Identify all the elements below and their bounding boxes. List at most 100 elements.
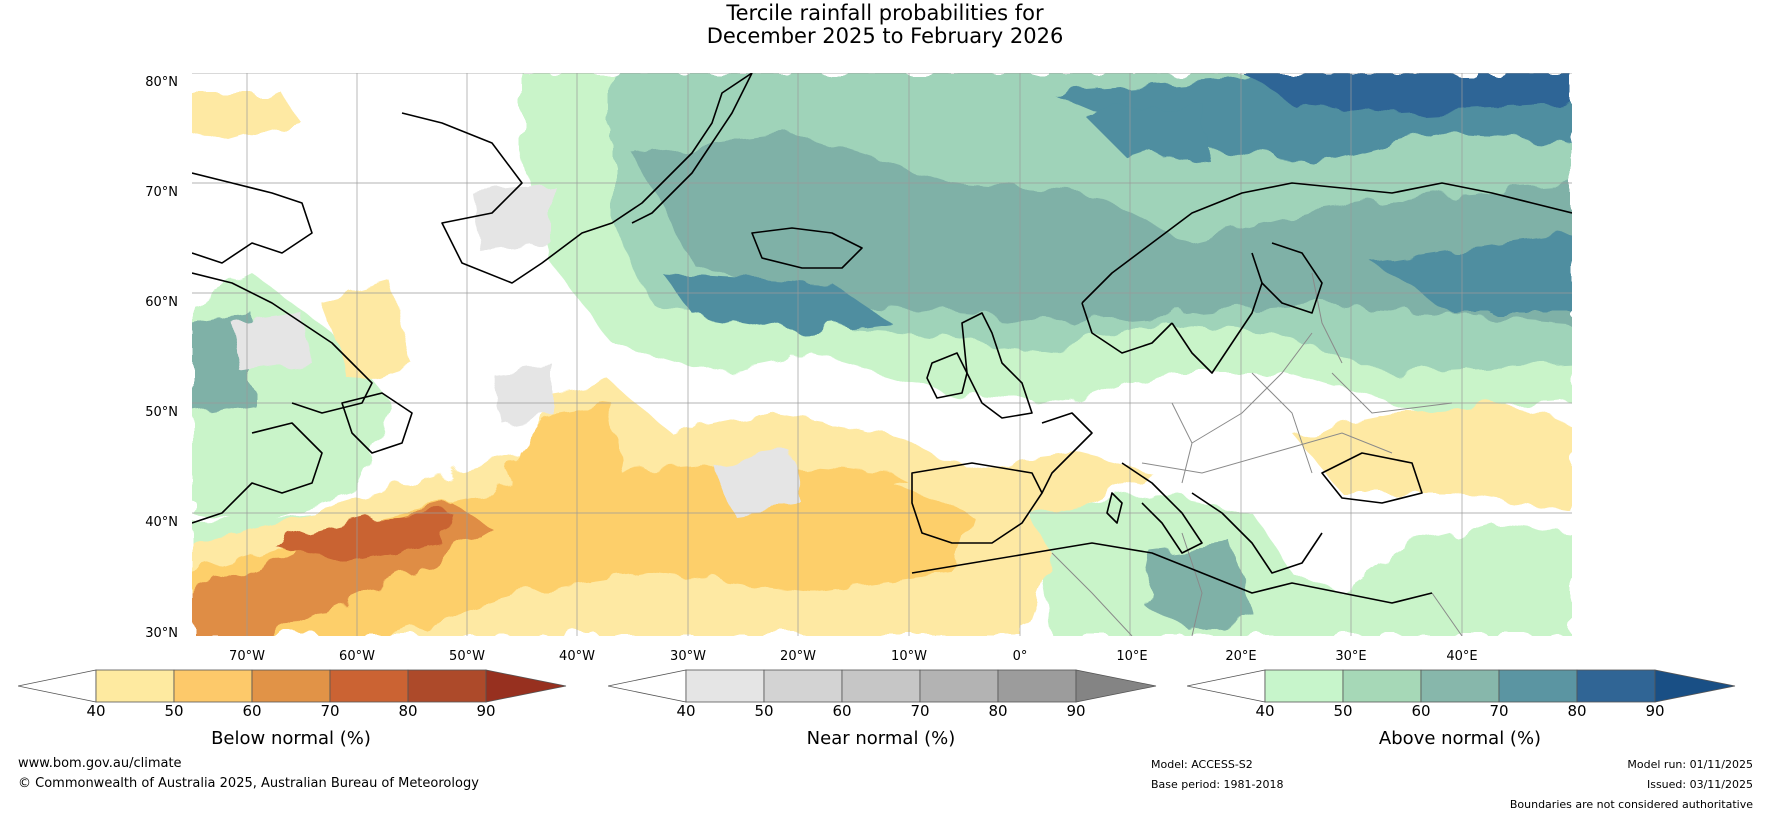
coastline-finland <box>1261 242 1323 314</box>
coastline-norway <box>1081 182 1572 304</box>
longitude-label-50w: 50°W <box>449 649 485 664</box>
near-tick-80: 80 <box>988 702 1008 720</box>
longitude-label-10w: 10°W <box>891 649 927 664</box>
coastline-norway-south <box>1081 302 1173 354</box>
map-canvas <box>192 73 1572 636</box>
website-link[interactable]: www.bom.gov.au/climate <box>18 756 182 771</box>
colorbar-below-normal <box>18 669 567 703</box>
gridlines <box>192 73 1572 636</box>
colorbar-above-normal-bin-80-90 <box>1576 669 1656 703</box>
longitude-label-30e: 30°E <box>1335 649 1367 664</box>
longitude-label-10e: 10°E <box>1116 649 1148 664</box>
colorbar-above-normal-bin-70-80 <box>1498 669 1578 703</box>
border-line <box>1181 532 1203 636</box>
below-normal-label: Below normal (%) <box>211 728 371 749</box>
border-line <box>1311 272 1343 364</box>
coastline-greenland-east <box>631 73 753 224</box>
above-normal-dark-spot <box>1082 103 1212 163</box>
border-line <box>1171 402 1193 484</box>
border-line <box>1251 372 1313 474</box>
near-normal-patch-3 <box>712 453 802 513</box>
coastline-labrador <box>192 272 373 414</box>
below-normal-iberia-region <box>892 453 1152 523</box>
coastlines <box>192 73 1572 604</box>
coastline-ireland <box>926 352 968 399</box>
base-period-text: Base period: 1981-2018 <box>1151 778 1284 791</box>
border-line <box>1331 372 1453 414</box>
colorbar-below-normal-bin-70-80 <box>329 669 409 703</box>
colorbar-near-normal-bin-50-60 <box>763 669 843 703</box>
longitude-label-0: 0° <box>1012 649 1028 664</box>
title-line-2: December 2025 to February 2026 <box>706 24 1064 48</box>
latitude-label-50n: 50°N <box>145 405 178 420</box>
rainfall-probability-map <box>192 73 1572 636</box>
colorbar-above-normal-low-extension <box>1187 669 1266 703</box>
longitude-label-40w: 40°W <box>559 649 595 664</box>
colorbar-near-normal <box>608 669 1157 703</box>
copyright-text: © Commonwealth of Australia 2025, Austra… <box>18 776 479 791</box>
near-normal-patch <box>472 183 552 253</box>
colorbar-above-normal-bin-60-70 <box>1420 669 1500 703</box>
colorbar-near-normal-bin-60-70 <box>841 669 921 703</box>
above-tick-80: 80 <box>1567 702 1587 720</box>
coastline-greenland <box>401 73 753 284</box>
below-tick-60: 60 <box>242 702 262 720</box>
coastline-sardinia <box>1106 492 1123 524</box>
longitude-label-70w: 70°W <box>229 649 265 664</box>
longitude-label-40e: 40°E <box>1446 649 1478 664</box>
colorbar-near-normal-bin-70-80 <box>919 669 999 703</box>
colorbar-near-normal-high-extension <box>1075 669 1157 703</box>
below-tick-90: 90 <box>476 702 496 720</box>
latitude-label-60n: 60°N <box>145 295 178 310</box>
above-normal-teal-region <box>632 133 1572 323</box>
below-normal-east-region <box>1292 403 1572 513</box>
border-line <box>1051 552 1133 636</box>
coastline-newfoundland <box>341 392 413 454</box>
above-tick-60: 60 <box>1411 702 1431 720</box>
latitude-label-30n: 30°N <box>145 626 178 641</box>
colorbar-below-normal-high-extension <box>485 669 567 703</box>
near-normal-patch-4 <box>232 313 312 373</box>
colorbar-above-normal-bin-40-50 <box>1264 669 1344 703</box>
latitude-label-70n: 70°N <box>145 185 178 200</box>
below-tick-70: 70 <box>320 702 340 720</box>
coastline-baffin <box>192 172 313 264</box>
coastline-iceland <box>751 227 863 269</box>
above-normal-dark-spot-2 <box>662 273 892 333</box>
above-normal-navy-region <box>1242 73 1572 113</box>
near-tick-90: 90 <box>1066 702 1086 720</box>
below-tick-50: 50 <box>164 702 184 720</box>
colorbar-near-normal-low-extension <box>608 669 687 703</box>
near-normal-label: Near normal (%) <box>806 728 956 749</box>
colorbar-below-normal-bin-40-50 <box>95 669 175 703</box>
border-line <box>1431 592 1463 636</box>
latitude-label-40n: 40°N <box>145 515 178 530</box>
coastline-great-britain <box>961 312 1033 419</box>
country-borders <box>1051 272 1463 636</box>
colorbar-above-normal-high-extension <box>1654 669 1736 703</box>
coastline-italy <box>1121 462 1203 554</box>
above-normal-med-region <box>1032 493 1572 636</box>
coastline-balkans <box>1191 492 1323 574</box>
above-tick-70: 70 <box>1489 702 1509 720</box>
above-tick-40: 40 <box>1255 702 1275 720</box>
near-tick-60: 60 <box>832 702 852 720</box>
border-line <box>1191 332 1313 444</box>
near-tick-50: 50 <box>754 702 774 720</box>
above-tick-90: 90 <box>1645 702 1665 720</box>
above-normal-label: Above normal (%) <box>1378 728 1542 749</box>
near-tick-70: 70 <box>910 702 930 720</box>
coastline-france <box>1041 412 1093 494</box>
probability-field <box>192 73 1572 636</box>
colorbar-near-normal-bin-80-90 <box>997 669 1077 703</box>
colorbar-below-normal-bin-80-90 <box>407 669 487 703</box>
below-normal-labrador-patch <box>322 283 412 383</box>
colorbar-below-normal-bin-60-70 <box>251 669 331 703</box>
below-tick-40: 40 <box>86 702 106 720</box>
issued-text: Issued: 03/11/2025 <box>1646 778 1753 791</box>
colorbar-above-normal-bin-50-60 <box>1342 669 1422 703</box>
disclaimer-text: Boundaries are not considered authoritat… <box>1509 798 1753 811</box>
below-tick-80: 80 <box>398 702 418 720</box>
latitude-label-80n: 80°N <box>145 75 178 90</box>
